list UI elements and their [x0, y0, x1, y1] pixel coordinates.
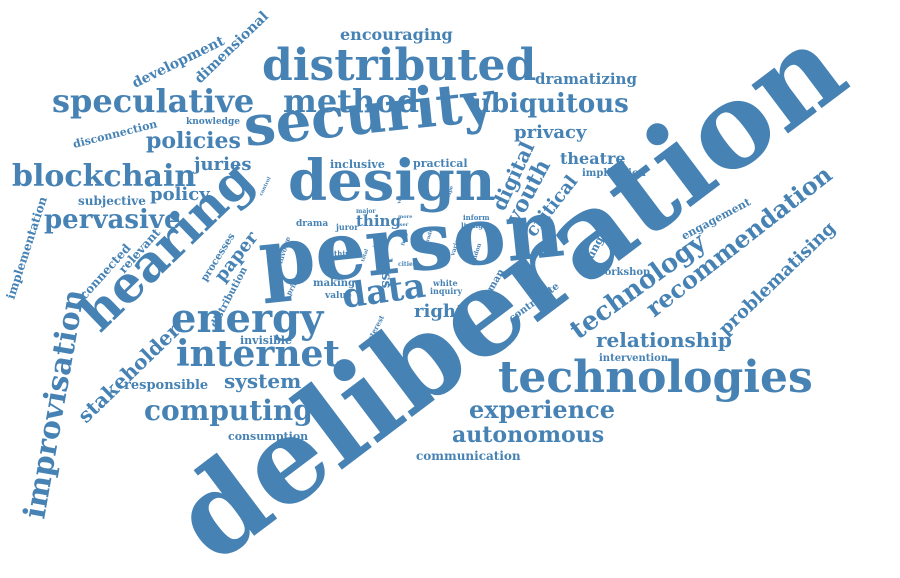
word-workshop: workshop — [595, 267, 650, 278]
word-ubiquitous: ubiquitous — [472, 89, 629, 119]
word-policy: policy — [150, 184, 210, 205]
word-distributed: distributed — [262, 40, 536, 91]
word-responsible: responsible — [124, 378, 208, 393]
word-drama: drama — [296, 219, 328, 229]
word-inclusive: inclusive — [330, 158, 385, 171]
word-loss: loss — [378, 258, 394, 289]
word-inform: inform — [463, 213, 490, 222]
word-energy: energy — [171, 295, 325, 342]
word-right: right — [414, 301, 465, 322]
word-technologies: technologies — [498, 352, 813, 403]
word-more: more — [398, 214, 412, 220]
word-intervention: intervention — [599, 353, 669, 364]
word-value: value — [324, 291, 352, 301]
word-blockchain: blockchain — [12, 159, 196, 194]
word-shape: shape — [444, 185, 455, 202]
word-autonomous: autonomous — [452, 422, 604, 448]
word-living: living — [461, 221, 483, 230]
word-thing: thing — [356, 212, 401, 230]
word-pervasive: pervasive — [44, 205, 181, 235]
word-cities: cities — [398, 261, 417, 268]
word-making: making — [313, 278, 355, 289]
word-communication: communication — [416, 449, 521, 463]
word-consumption: consumption — [228, 430, 308, 443]
word-trade: trade — [424, 229, 434, 245]
word-major: major — [356, 208, 376, 215]
word-invisible: invisible — [240, 334, 292, 347]
word-experience: experience — [469, 395, 615, 424]
word-design: design — [288, 148, 495, 214]
word-inquiry: inquiry — [430, 286, 463, 296]
word-fund: fund — [400, 232, 410, 247]
word-relationship: relationship — [596, 328, 732, 352]
word-method: method — [283, 82, 419, 120]
word-jury: jury — [372, 235, 382, 249]
word-practical: practical — [413, 157, 468, 170]
word-dramatizing: dramatizing — [535, 70, 637, 88]
word-privacy: privacy — [514, 122, 587, 143]
word-system: system — [224, 369, 301, 393]
word-juries: juries — [192, 154, 252, 175]
word-think: think — [334, 249, 355, 258]
word-implementation: implementation — [4, 195, 50, 301]
word-implication: implication — [582, 168, 647, 179]
word-juror: juror — [335, 222, 359, 232]
word-user: user — [396, 222, 409, 228]
word-policies: policies — [146, 128, 241, 154]
word-subjective: subjective — [78, 194, 146, 208]
word-theatre: theatre — [560, 149, 626, 168]
word-voice: voice — [396, 189, 406, 205]
word-internet: internet — [176, 333, 340, 375]
word-control: control — [258, 176, 272, 197]
word-total: total — [360, 248, 370, 262]
word-knowledge: knowledge — [186, 117, 240, 127]
word-computing: computing — [144, 394, 313, 427]
word-speculative: speculative — [52, 82, 254, 120]
word-white: white — [432, 278, 458, 288]
word-encouraging: encouraging — [340, 25, 453, 44]
